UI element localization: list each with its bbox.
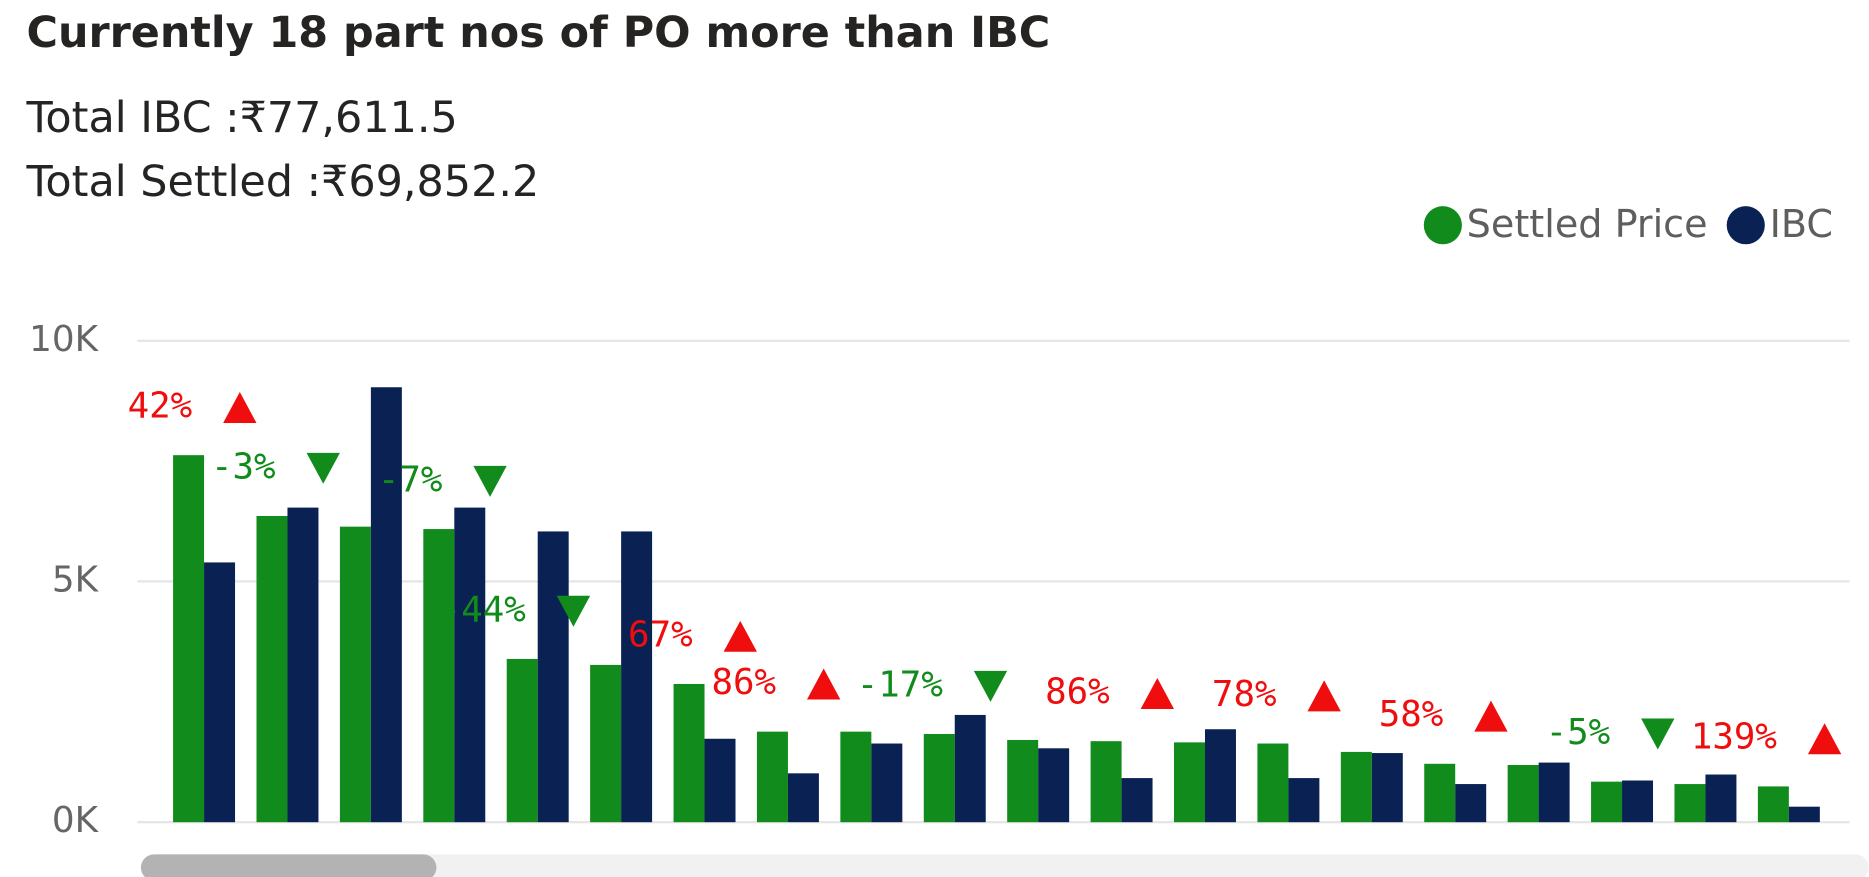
variance-arrow — [223, 392, 257, 423]
scrollbar-thumb[interactable] — [140, 854, 437, 877]
bar — [1622, 780, 1654, 823]
bar — [1507, 764, 1539, 823]
bar — [287, 507, 319, 823]
bar — [923, 733, 955, 823]
variance-arrow — [1140, 678, 1175, 709]
bar — [590, 664, 622, 823]
bar — [1340, 751, 1372, 823]
bar — [1757, 786, 1789, 823]
bar — [871, 743, 903, 823]
bar — [1007, 739, 1039, 823]
total-ibc: Total IBC :₹77,611.5 — [26, 93, 458, 143]
variance-arrow — [306, 452, 340, 484]
bar — [621, 531, 653, 823]
variance-arrow — [556, 595, 591, 627]
variance-arrow — [1307, 680, 1341, 712]
bar — [1121, 778, 1153, 823]
legend-label: Settled Price — [1467, 202, 1708, 246]
variance-arrow — [807, 668, 841, 700]
variance-arrow — [973, 670, 1008, 702]
total-settled: Total Settled :₹69,852.2 — [26, 157, 540, 207]
legend-swatch — [1423, 206, 1462, 245]
bar — [1424, 763, 1456, 823]
variance-label: -44% — [440, 589, 526, 630]
bar — [1674, 784, 1706, 823]
bar — [1257, 743, 1289, 823]
variance-label: 42% — [128, 386, 193, 427]
title: Currently 18 part nos of PO more than IB… — [27, 8, 1051, 58]
bar — [256, 515, 288, 823]
variance-arrow — [1474, 700, 1508, 732]
variance-arrow — [723, 620, 757, 652]
bar — [506, 658, 538, 823]
bar — [1288, 778, 1320, 823]
bar — [787, 773, 819, 823]
bar — [704, 738, 736, 823]
variance-label: 67% — [628, 614, 693, 655]
bar — [1788, 806, 1820, 823]
variance-label: -3% — [211, 446, 276, 487]
scrollbar-track[interactable] — [140, 854, 1869, 877]
bar — [173, 455, 205, 823]
bar — [454, 507, 486, 823]
bar — [1538, 762, 1570, 823]
variance-arrow — [1807, 723, 1842, 755]
bar — [1455, 784, 1487, 823]
bar — [370, 387, 402, 823]
bar — [1591, 781, 1623, 823]
bar — [1090, 741, 1122, 823]
y-tick-label: 0K — [52, 800, 100, 841]
variance-label: 139% — [1691, 717, 1777, 758]
y-tick-label: 10K — [29, 319, 99, 360]
legend-label: IBC — [1770, 202, 1833, 246]
bar — [954, 714, 986, 823]
variance-label: -17% — [857, 664, 943, 705]
variance-label: 58% — [1379, 694, 1444, 735]
variance-label: 86% — [1045, 672, 1110, 713]
variance-label: -5% — [1546, 712, 1611, 753]
bar — [1705, 774, 1737, 823]
bar — [673, 683, 705, 823]
bar — [756, 731, 788, 823]
bar — [423, 529, 455, 823]
variance-arrow — [473, 465, 507, 497]
bar — [339, 526, 371, 823]
bar — [1038, 748, 1070, 823]
bar — [1174, 742, 1205, 823]
bar — [204, 562, 236, 823]
variance-label: 78% — [1212, 674, 1277, 715]
variance-label: -7% — [378, 459, 443, 500]
legend-swatch — [1726, 206, 1765, 245]
variance-label: 86% — [711, 662, 776, 703]
bar — [1204, 729, 1236, 823]
variance-arrow — [1641, 718, 1675, 750]
y-tick-label: 5K — [52, 559, 100, 600]
bar — [537, 531, 569, 823]
bar — [1371, 753, 1403, 823]
bar — [840, 731, 872, 823]
